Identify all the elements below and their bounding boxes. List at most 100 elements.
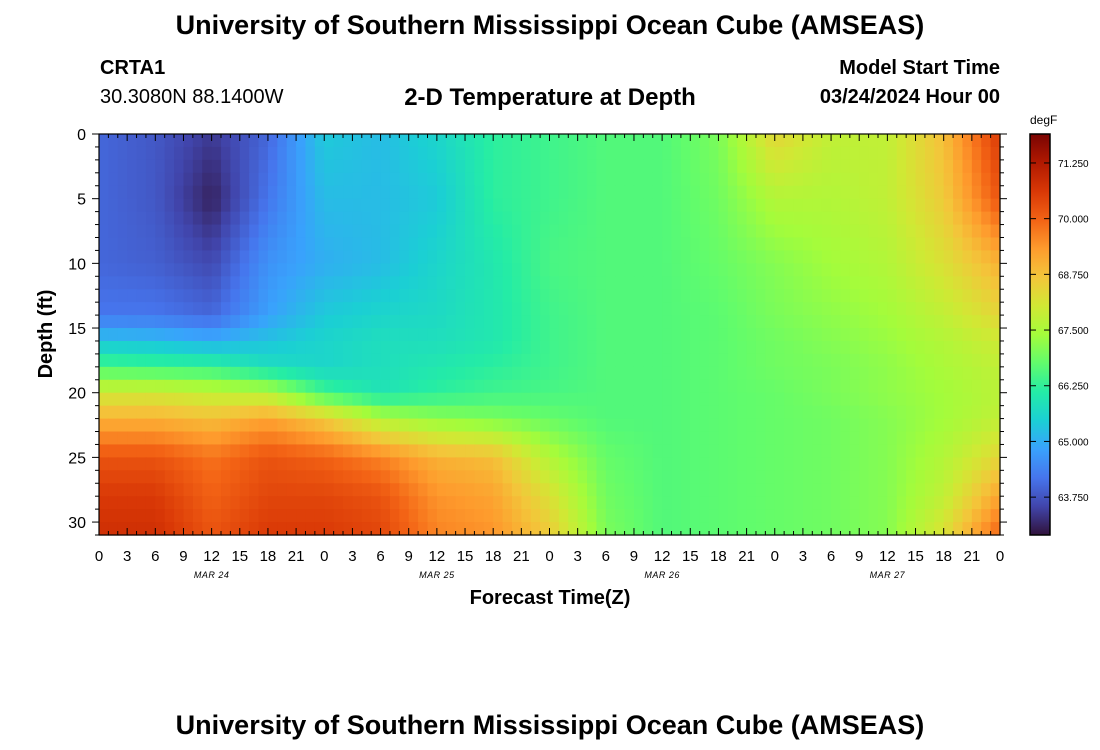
heatmap-cell <box>183 146 194 161</box>
heatmap-cell <box>296 237 307 252</box>
heatmap-cell <box>202 263 213 277</box>
heatmap-cell <box>924 444 935 458</box>
heatmap-cell <box>427 392 438 407</box>
heatmap-cell <box>249 444 260 458</box>
heatmap-cell <box>108 340 119 355</box>
heatmap-cell <box>699 172 710 187</box>
heatmap-cell <box>652 224 663 239</box>
heatmap-cell <box>915 276 926 290</box>
heatmap-cell <box>483 522 494 536</box>
heatmap-cell <box>455 198 466 213</box>
heatmap-cell <box>812 134 823 148</box>
heatmap-cell <box>455 470 466 484</box>
heatmap-cell <box>277 276 288 290</box>
heatmap-cell <box>821 134 832 148</box>
heatmap-cell <box>906 159 917 174</box>
heatmap-cell <box>587 340 598 355</box>
heatmap-cell <box>418 483 429 497</box>
heatmap-cell <box>962 185 973 200</box>
heatmap-cell <box>455 496 466 510</box>
heatmap-cell <box>840 431 851 446</box>
heatmap-cell <box>709 276 720 290</box>
heatmap-cell <box>812 172 823 187</box>
heatmap-cell <box>755 276 766 290</box>
heatmap-cell <box>136 172 147 187</box>
heatmap-cell <box>174 134 185 148</box>
x-tick-label: 21 <box>738 548 755 565</box>
heatmap-cell <box>671 276 682 290</box>
heatmap-cell <box>324 198 335 213</box>
heatmap-cell <box>474 263 485 277</box>
heatmap-cell <box>483 418 494 433</box>
heatmap-cell <box>934 185 945 200</box>
heatmap-cell <box>174 340 185 355</box>
heatmap-cell <box>793 146 804 161</box>
heatmap-cell <box>896 522 907 536</box>
heatmap-cell <box>530 146 541 161</box>
heatmap-cell <box>389 315 400 329</box>
heatmap-cell <box>774 509 785 523</box>
heatmap-cell <box>812 496 823 510</box>
heatmap-cell <box>183 444 194 458</box>
heatmap-cell <box>831 315 842 329</box>
heatmap-cell <box>127 509 138 523</box>
heatmap-cell <box>249 392 260 407</box>
heatmap-cell <box>230 289 241 303</box>
heatmap-cell <box>371 444 382 458</box>
heatmap-cell <box>605 470 616 484</box>
heatmap-cell <box>117 457 128 471</box>
heatmap-cell <box>521 522 532 536</box>
heatmap-cell <box>671 185 682 200</box>
heatmap-cell <box>624 470 635 484</box>
heatmap-cell <box>145 134 156 148</box>
heatmap-cell <box>127 289 138 303</box>
station-id: CRTA1 <box>100 57 166 79</box>
heatmap-cell <box>990 172 1001 187</box>
heatmap-cell <box>727 172 738 187</box>
colorbar-tick-label: 67.500 <box>1058 326 1089 337</box>
heatmap-cell <box>239 237 250 252</box>
heatmap-cell <box>211 250 222 264</box>
heatmap-cell <box>418 392 429 407</box>
heatmap-cell <box>427 509 438 523</box>
heatmap-cell <box>174 328 185 342</box>
heatmap-cell <box>990 418 1001 433</box>
heatmap-cell <box>812 353 823 368</box>
heatmap-cell <box>802 328 813 342</box>
heatmap-cell <box>868 470 879 484</box>
heatmap-cell <box>953 483 964 497</box>
heatmap-cell <box>427 315 438 329</box>
heatmap-cell <box>446 159 457 174</box>
heatmap-cell <box>436 224 447 239</box>
heatmap-cell <box>615 315 626 329</box>
heatmap-cell <box>127 134 138 148</box>
heatmap-cell <box>436 146 447 161</box>
heatmap-cell <box>906 315 917 329</box>
heatmap-cell <box>136 392 147 407</box>
heatmap-cell <box>821 315 832 329</box>
heatmap-cell <box>840 509 851 523</box>
heatmap-cell <box>183 302 194 316</box>
heatmap-cell <box>699 444 710 458</box>
heatmap-cell <box>577 328 588 342</box>
heatmap-cell <box>446 483 457 497</box>
heatmap-cell <box>558 457 569 471</box>
heatmap-cell <box>624 483 635 497</box>
heatmap-cell <box>399 315 410 329</box>
heatmap-cell <box>192 289 203 303</box>
heatmap-cell <box>521 431 532 446</box>
heatmap-cell <box>549 198 560 213</box>
heatmap-cell <box>399 134 410 148</box>
heatmap-cell <box>380 353 391 368</box>
x-tick-label: 21 <box>513 548 530 565</box>
heatmap-cell <box>108 185 119 200</box>
heatmap-cell <box>258 444 269 458</box>
heatmap-cell <box>352 172 363 187</box>
heatmap-cell <box>540 172 551 187</box>
heatmap-cell <box>371 159 382 174</box>
heatmap-cell <box>305 392 316 407</box>
x-tick-label: 12 <box>203 548 220 565</box>
heatmap-cell <box>277 146 288 161</box>
heatmap-cell <box>418 496 429 510</box>
heatmap-cell <box>896 159 907 174</box>
